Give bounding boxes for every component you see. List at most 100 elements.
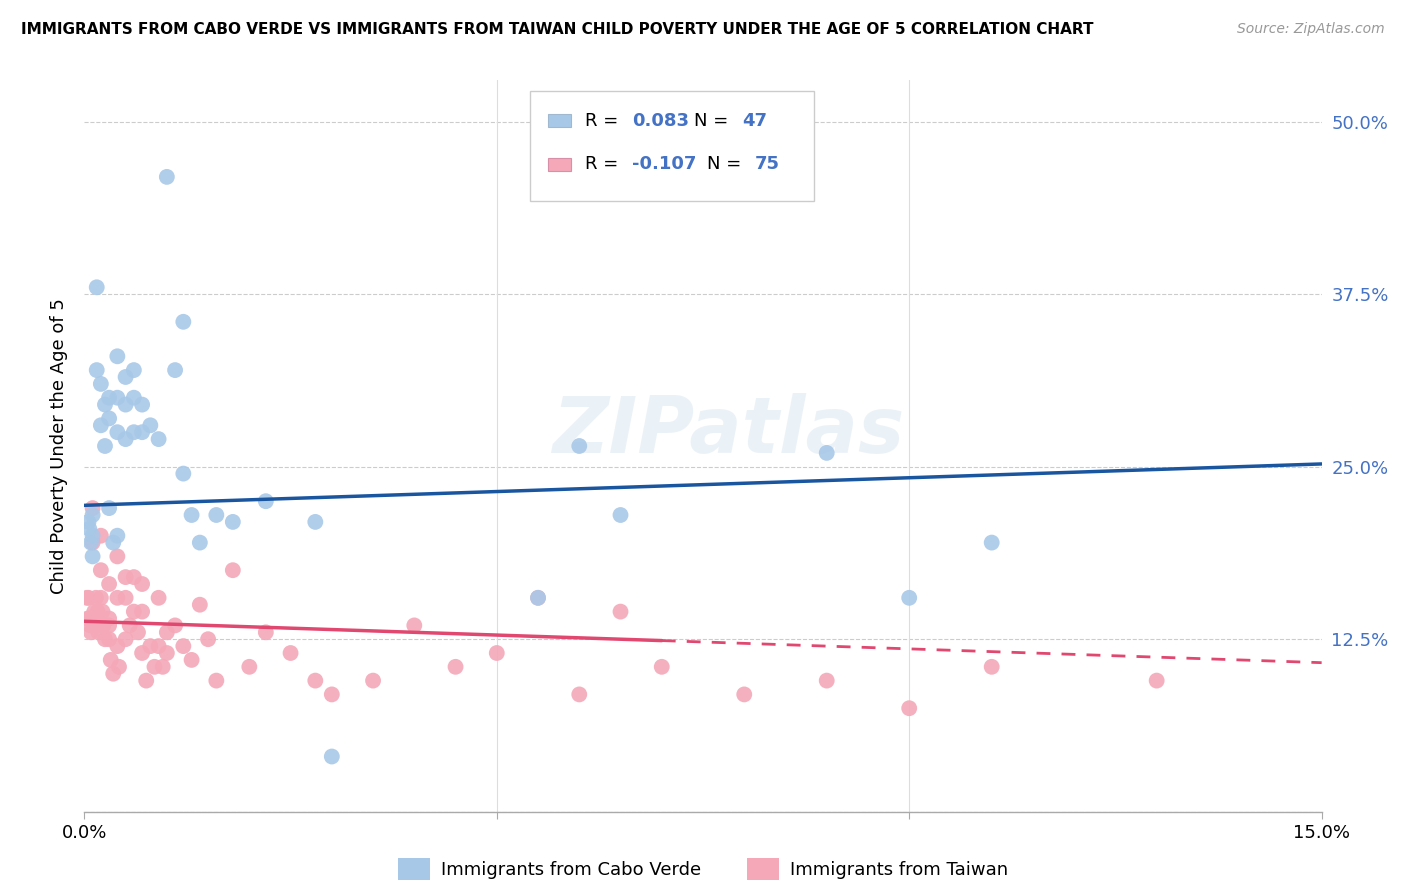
Point <box>980 535 1002 549</box>
Point <box>139 639 162 653</box>
Point <box>131 605 153 619</box>
Point <box>105 391 128 405</box>
Point <box>404 618 426 632</box>
Point <box>114 632 136 647</box>
Point <box>91 618 114 632</box>
Point <box>321 749 343 764</box>
Point <box>980 660 1002 674</box>
Point <box>165 363 187 377</box>
Point <box>114 570 136 584</box>
Point <box>105 349 128 363</box>
Point <box>205 673 228 688</box>
Point <box>122 363 145 377</box>
Point <box>127 625 149 640</box>
Point <box>172 639 194 653</box>
Point <box>108 660 131 674</box>
Point <box>90 376 112 391</box>
Text: N =: N = <box>695 112 734 129</box>
Text: R =: R = <box>585 112 624 129</box>
Point <box>90 418 112 433</box>
Point <box>122 425 145 440</box>
Point <box>86 280 108 294</box>
Text: N =: N = <box>707 155 747 173</box>
Point <box>82 549 104 564</box>
Point <box>100 653 122 667</box>
Point <box>568 687 591 701</box>
Point <box>304 515 326 529</box>
Point <box>77 515 100 529</box>
Point <box>94 632 117 647</box>
Point <box>222 515 245 529</box>
Point <box>188 598 211 612</box>
Point <box>105 549 128 564</box>
Point <box>94 398 117 412</box>
Point <box>79 618 101 632</box>
Point <box>105 529 128 543</box>
Point <box>77 591 100 605</box>
Text: 0.083: 0.083 <box>633 112 689 129</box>
Point <box>361 673 384 688</box>
Point <box>172 315 194 329</box>
Point <box>815 446 838 460</box>
Point <box>82 529 104 543</box>
Point <box>114 432 136 446</box>
Text: 47: 47 <box>742 112 768 129</box>
Point <box>898 701 921 715</box>
Text: ZIPatlas: ZIPatlas <box>551 393 904 469</box>
Point <box>444 660 467 674</box>
Point <box>90 529 112 543</box>
Point <box>131 425 153 440</box>
Point <box>76 611 98 625</box>
Point <box>143 660 166 674</box>
Point <box>114 591 136 605</box>
Point <box>609 605 631 619</box>
Point <box>1146 673 1168 688</box>
Point <box>304 673 326 688</box>
Point <box>527 591 550 605</box>
Text: -0.107: -0.107 <box>633 155 697 173</box>
Point <box>87 625 110 640</box>
Text: R =: R = <box>585 155 624 173</box>
Point <box>82 508 104 522</box>
Point <box>90 563 112 577</box>
Point <box>76 591 98 605</box>
Point <box>156 625 179 640</box>
Point <box>98 632 121 647</box>
Point <box>80 535 103 549</box>
Point <box>80 625 103 640</box>
Point <box>180 508 202 522</box>
Text: Source: ZipAtlas.com: Source: ZipAtlas.com <box>1237 22 1385 37</box>
Text: 75: 75 <box>755 155 780 173</box>
Point <box>609 508 631 522</box>
Point <box>222 563 245 577</box>
Point <box>139 418 162 433</box>
Point <box>103 666 125 681</box>
Point <box>103 535 125 549</box>
Point <box>131 398 153 412</box>
Point <box>98 618 121 632</box>
Point <box>83 605 105 619</box>
Point <box>156 169 179 184</box>
Point <box>86 618 108 632</box>
Point <box>131 646 153 660</box>
Bar <box>548 158 571 171</box>
Point <box>122 605 145 619</box>
Point <box>131 577 153 591</box>
Point <box>165 618 187 632</box>
Y-axis label: Child Poverty Under the Age of 5: Child Poverty Under the Age of 5 <box>49 298 67 594</box>
Point <box>197 632 219 647</box>
Point <box>90 591 112 605</box>
Point <box>86 611 108 625</box>
Point <box>254 494 277 508</box>
Point <box>114 398 136 412</box>
Point <box>84 591 107 605</box>
Point <box>254 625 277 640</box>
Point <box>86 605 108 619</box>
Point <box>122 391 145 405</box>
Point <box>527 591 550 605</box>
Text: IMMIGRANTS FROM CABO VERDE VS IMMIGRANTS FROM TAIWAN CHILD POVERTY UNDER THE AGE: IMMIGRANTS FROM CABO VERDE VS IMMIGRANTS… <box>21 22 1094 37</box>
Point <box>98 411 121 425</box>
Point <box>86 363 108 377</box>
Point <box>148 591 170 605</box>
Bar <box>548 114 571 127</box>
